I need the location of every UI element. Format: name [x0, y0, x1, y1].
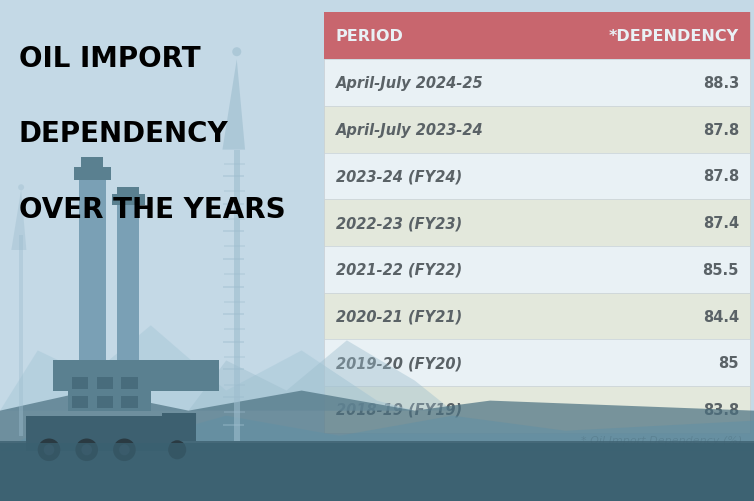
Text: 2020-21 (FY21): 2020-21 (FY21) — [336, 309, 461, 324]
Text: April-July 2024-25: April-July 2024-25 — [336, 76, 483, 91]
Text: OIL IMPORT: OIL IMPORT — [19, 45, 201, 73]
Bar — [324, 246, 750, 293]
Text: April-July 2023-24: April-July 2023-24 — [336, 123, 483, 137]
Text: 88.3: 88.3 — [703, 76, 739, 91]
Bar — [324, 200, 750, 246]
Text: 83.8: 83.8 — [703, 402, 739, 417]
Bar — [324, 13, 750, 433]
Text: 85.5: 85.5 — [703, 263, 739, 277]
Bar — [324, 340, 750, 386]
Text: 2023-24 (FY24): 2023-24 (FY24) — [336, 169, 461, 184]
Text: 87.8: 87.8 — [703, 169, 739, 184]
Bar — [324, 386, 750, 433]
Text: DEPENDENCY: DEPENDENCY — [19, 120, 228, 148]
Bar — [324, 13, 750, 60]
Text: 2018-19 (FY19): 2018-19 (FY19) — [336, 402, 461, 417]
Bar — [324, 107, 750, 153]
Text: 85: 85 — [719, 356, 739, 370]
Bar — [324, 60, 750, 107]
Bar — [324, 293, 750, 340]
Text: 87.4: 87.4 — [703, 216, 739, 230]
Text: *DEPENDENCY: *DEPENDENCY — [608, 29, 739, 44]
Text: 2021-22 (FY22): 2021-22 (FY22) — [336, 263, 461, 277]
Text: Source: PPAC, Ministry of Petroleum and Natural Gas: Source: PPAC, Ministry of Petroleum and … — [211, 472, 541, 485]
Text: PERIOD: PERIOD — [336, 29, 403, 44]
Text: OVER THE YEARS: OVER THE YEARS — [19, 195, 286, 223]
Text: 2019-20 (FY20): 2019-20 (FY20) — [336, 356, 461, 370]
Text: 87.8: 87.8 — [703, 123, 739, 137]
Text: 84.4: 84.4 — [703, 309, 739, 324]
Text: 2022-23 (FY23): 2022-23 (FY23) — [336, 216, 461, 230]
Text: * Oil Import Dependency (%): * Oil Import Dependency (%) — [581, 435, 743, 445]
Bar — [324, 153, 750, 200]
